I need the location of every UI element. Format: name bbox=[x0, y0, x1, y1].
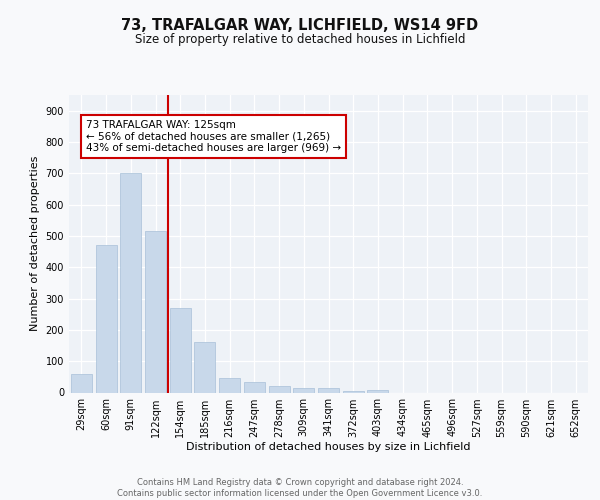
Bar bbox=[120, 174, 141, 392]
Bar bbox=[170, 308, 191, 392]
Bar bbox=[194, 342, 215, 392]
X-axis label: Distribution of detached houses by size in Lichfield: Distribution of detached houses by size … bbox=[186, 442, 471, 452]
Bar bbox=[293, 388, 314, 392]
Bar bbox=[343, 390, 364, 392]
Bar bbox=[71, 374, 92, 392]
Text: 73 TRAFALGAR WAY: 125sqm
← 56% of detached houses are smaller (1,265)
43% of sem: 73 TRAFALGAR WAY: 125sqm ← 56% of detach… bbox=[86, 120, 341, 154]
Bar bbox=[145, 231, 166, 392]
Text: Contains HM Land Registry data © Crown copyright and database right 2024.
Contai: Contains HM Land Registry data © Crown c… bbox=[118, 478, 482, 498]
Text: 73, TRAFALGAR WAY, LICHFIELD, WS14 9FD: 73, TRAFALGAR WAY, LICHFIELD, WS14 9FD bbox=[121, 18, 479, 32]
Y-axis label: Number of detached properties: Number of detached properties bbox=[30, 156, 40, 332]
Text: Size of property relative to detached houses in Lichfield: Size of property relative to detached ho… bbox=[135, 32, 465, 46]
Bar bbox=[367, 390, 388, 392]
Bar bbox=[244, 382, 265, 392]
Bar bbox=[318, 388, 339, 392]
Bar bbox=[269, 386, 290, 392]
Bar bbox=[95, 246, 116, 392]
Bar bbox=[219, 378, 240, 392]
